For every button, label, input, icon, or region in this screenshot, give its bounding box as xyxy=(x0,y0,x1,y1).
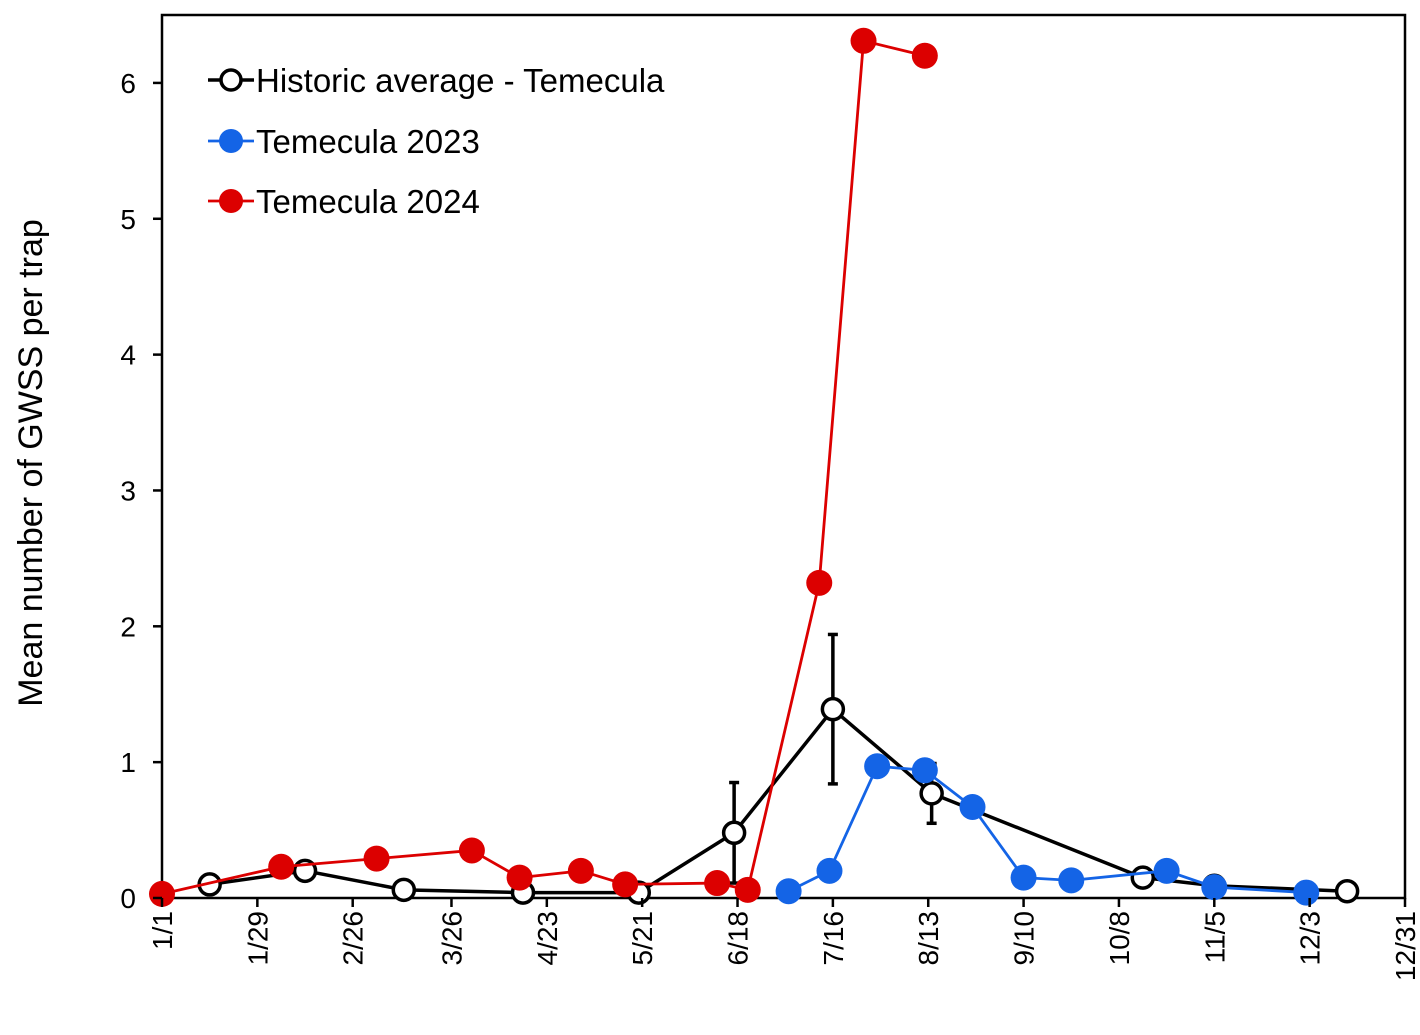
y-tick-label: 2 xyxy=(120,611,136,642)
x-tick-label: 11/5 xyxy=(1199,911,1230,963)
series-1 xyxy=(775,753,1320,906)
legend-marker xyxy=(219,129,243,153)
x-tick-label: 7/16 xyxy=(818,911,849,966)
data-point xyxy=(959,793,986,820)
series-line xyxy=(161,39,926,896)
data-point xyxy=(149,880,175,907)
legend-item-1: Temecula 2023 xyxy=(208,123,480,160)
legend-marker xyxy=(219,189,243,213)
x-tick-label: 12/3 xyxy=(1295,911,1326,966)
data-point xyxy=(391,877,417,903)
data-point xyxy=(734,876,761,903)
x-tick-label: 3/26 xyxy=(436,911,467,966)
data-point xyxy=(820,696,846,722)
data-point xyxy=(268,853,295,880)
x-tick-label: 1/29 xyxy=(242,911,273,966)
data-point xyxy=(721,820,747,846)
legend-label: Temecula 2024 xyxy=(256,183,480,220)
data-point xyxy=(1058,867,1085,894)
data-point xyxy=(1334,878,1360,904)
x-tick-label: 1/1 xyxy=(147,911,178,950)
x-tick-label: 4/23 xyxy=(532,911,563,966)
data-point xyxy=(864,753,891,780)
x-tick-label: 8/13 xyxy=(913,911,944,966)
legend-item-0: Historic average - Temecula xyxy=(208,62,665,99)
data-point xyxy=(806,569,833,596)
y-axis-title: Mean number of GWSS per trap xyxy=(12,219,50,707)
data-point xyxy=(1293,879,1320,906)
data-point xyxy=(911,757,938,784)
x-tick-label: 12/31 xyxy=(1390,911,1420,981)
data-point xyxy=(850,27,877,54)
data-point xyxy=(816,857,843,884)
data-point xyxy=(919,781,944,806)
data-point xyxy=(1153,857,1180,884)
series-line xyxy=(787,764,1307,894)
y-tick-label: 3 xyxy=(120,475,136,506)
x-tick-label: 5/21 xyxy=(627,911,658,966)
data-point xyxy=(506,864,533,891)
legend-label: Temecula 2023 xyxy=(256,123,480,160)
data-point xyxy=(1201,874,1228,901)
data-point xyxy=(704,870,731,897)
data-point xyxy=(458,837,485,864)
x-tick-label: 2/26 xyxy=(338,911,369,966)
y-tick-label: 4 xyxy=(120,340,136,371)
data-point xyxy=(775,878,802,905)
data-point xyxy=(911,42,938,69)
data-point xyxy=(363,845,390,872)
x-tick-label: 9/10 xyxy=(1009,911,1040,966)
data-point xyxy=(1010,864,1037,891)
y-tick-label: 5 xyxy=(120,204,136,235)
legend-marker xyxy=(219,68,243,92)
data-point xyxy=(1130,865,1156,890)
data-point xyxy=(567,857,594,884)
series-2 xyxy=(149,27,938,907)
x-tick-label: 10/8 xyxy=(1104,911,1135,966)
y-tick-label: 6 xyxy=(120,68,136,99)
legend-item-2: Temecula 2024 xyxy=(208,183,480,220)
y-tick-label: 1 xyxy=(120,747,136,778)
data-point xyxy=(612,871,639,898)
legend-label: Historic average - Temecula xyxy=(256,62,665,99)
x-tick-label: 6/18 xyxy=(723,911,754,966)
y-tick-label: 0 xyxy=(120,883,136,914)
